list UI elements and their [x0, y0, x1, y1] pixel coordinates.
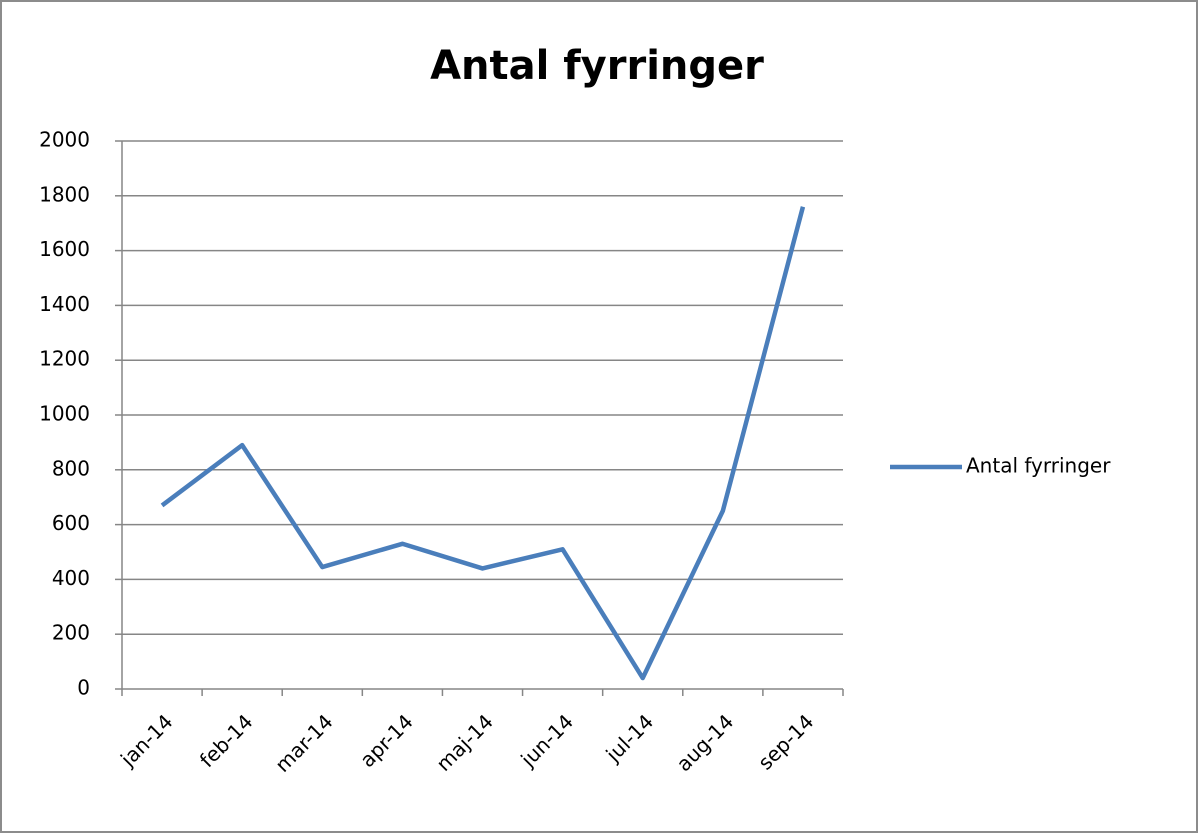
y-tick-label: 200: [52, 621, 90, 645]
y-tick-label: 1600: [39, 237, 90, 261]
y-tick-label: 2000: [39, 128, 90, 152]
y-tick-label: 800: [52, 456, 90, 480]
y-tick-label: 600: [52, 511, 90, 535]
y-tick-label: 1400: [39, 292, 90, 316]
y-tick-label: 1200: [39, 347, 90, 371]
y-tick-label: 0: [77, 676, 90, 700]
y-tick-label: 1000: [39, 402, 90, 426]
legend-label: Antal fyrringer: [966, 454, 1111, 478]
data-line: [160, 206, 806, 681]
chart-title: Antal fyrringer: [430, 43, 764, 89]
y-tick-label: 400: [52, 566, 90, 590]
y-tick-label: 1800: [39, 182, 90, 206]
